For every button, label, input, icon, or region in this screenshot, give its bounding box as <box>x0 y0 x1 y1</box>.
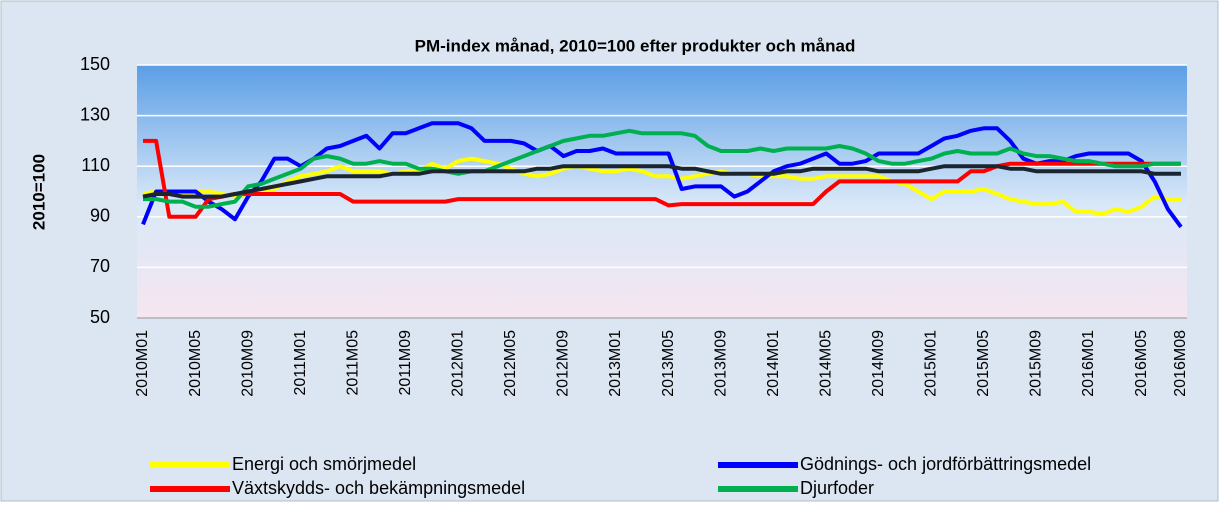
series-line <box>142 164 1181 199</box>
legend-label: Energi och smörjmedel <box>232 454 416 474</box>
x-tick-label: 2010M01 <box>134 330 151 397</box>
x-tick-label: 2012M09 <box>555 330 572 397</box>
y-tick-label: 110 <box>81 155 110 175</box>
y-tick-label: 130 <box>80 104 110 124</box>
x-tick-label: 2015M05 <box>975 330 992 397</box>
x-tick-label: 2015M01 <box>923 330 940 397</box>
series-line <box>143 138 1181 219</box>
x-tick-label: 2010M05 <box>187 330 204 397</box>
x-tick-label: 2016M01 <box>1080 330 1097 397</box>
y-tick-label: 50 <box>90 307 110 327</box>
x-tick-label: 2012M05 <box>502 330 519 397</box>
y-tick-label: 70 <box>90 256 110 276</box>
y-tick-label: 90 <box>90 206 110 226</box>
x-tick-label: 2016M08 <box>1172 330 1189 397</box>
x-tick-label: 2014M01 <box>765 330 782 397</box>
series-line <box>143 128 1181 209</box>
legend-label: Gödnings- och jordförbättringsmedel <box>800 454 1091 474</box>
x-tick-label: 2011M05 <box>344 330 361 396</box>
x-tick-label: 2013M09 <box>712 330 729 397</box>
legend-label: Växtskydds- och bekämpningsmedel <box>232 478 525 498</box>
plot-area <box>137 65 1187 318</box>
series-line <box>142 156 1181 217</box>
legend-label: Djurfoder <box>800 478 874 498</box>
x-tick-label: 2013M05 <box>660 330 677 397</box>
x-tick-label: 2015M09 <box>1028 330 1045 397</box>
x-tick-label: 2011M09 <box>397 330 414 396</box>
chart-title: PM-index månad, 2010=100 efter produkter… <box>415 36 856 55</box>
x-tick-label: 2014M05 <box>817 330 834 397</box>
x-tick-label: 2010M09 <box>239 330 256 397</box>
y-tick-label: 150 <box>80 54 110 74</box>
y-axis-label: 2010=100 <box>29 154 48 230</box>
x-tick-label: 2011M01 <box>292 330 309 396</box>
x-tick-label: 2014M09 <box>870 330 887 397</box>
x-tick-label: 2016M05 <box>1133 330 1150 397</box>
x-tick-label: 2012M01 <box>450 330 467 397</box>
x-tick-label: 2013M01 <box>607 330 624 397</box>
